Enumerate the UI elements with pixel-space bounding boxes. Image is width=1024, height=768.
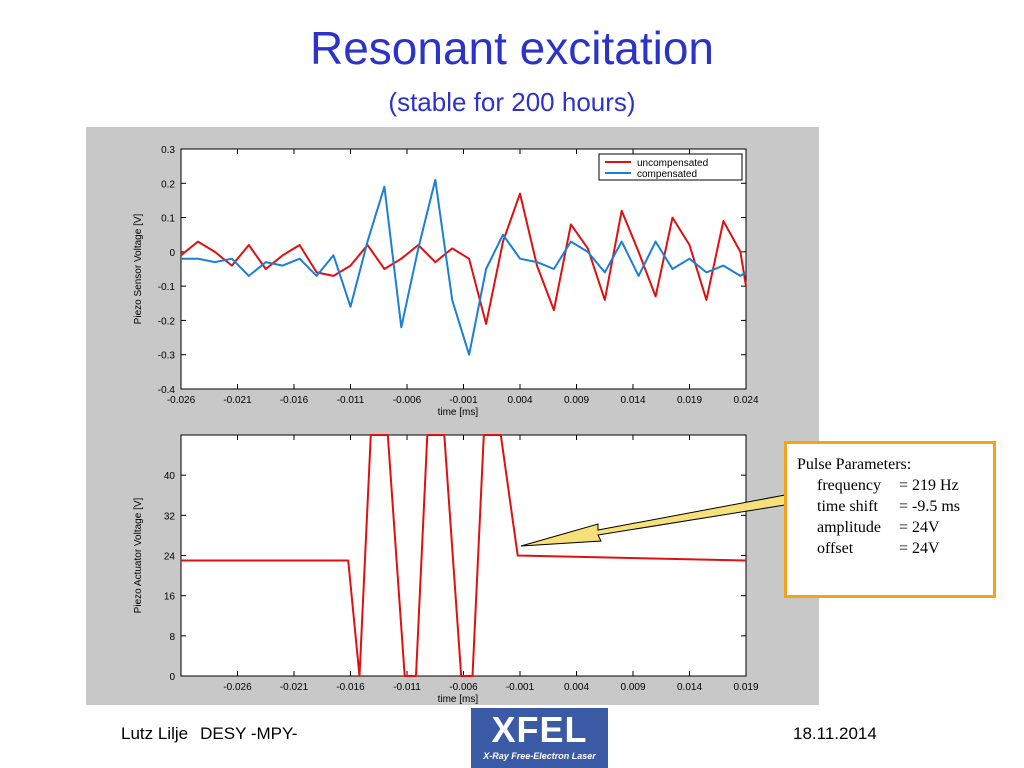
param-row: offset = 24V <box>797 538 993 559</box>
plot-area <box>180 434 747 677</box>
series-line-1 <box>180 192 747 325</box>
y-tick-label: -0.4 <box>158 385 176 396</box>
y-axis-label: Piezo Sensor Voltage [V] <box>133 213 144 324</box>
param-key: amplitude <box>817 519 881 536</box>
footer-date: 18.11.2014 <box>793 724 877 743</box>
param-row: amplitude = 24V <box>797 517 993 538</box>
y-tick-label: 8 <box>169 632 175 643</box>
x-tick-label: 0.024 <box>733 395 758 406</box>
x-tick-label: -0.026 <box>223 682 252 693</box>
x-tick-label: -0.006 <box>393 395 422 406</box>
x-tick-label: 0.009 <box>564 395 589 406</box>
param-row: time shift = -9.5 ms <box>797 496 993 517</box>
xfel-logo: XFEL X-Ray Free-Electron Laser <box>471 708 608 768</box>
x-tick-label: -0.021 <box>223 395 252 406</box>
series-line-2 <box>181 178 747 356</box>
param-value: = 219 Hz <box>899 477 959 494</box>
y-tick-label: -0.2 <box>158 316 176 327</box>
param-value: = 24V <box>899 540 940 557</box>
x-tick-label: -0.016 <box>336 682 365 693</box>
y-tick-label: 0 <box>169 248 175 259</box>
x-tick-label: 0.004 <box>507 395 532 406</box>
param-value: = -9.5 ms <box>899 498 961 515</box>
x-tick-label: -0.021 <box>280 682 309 693</box>
legend-box <box>598 153 743 181</box>
param-row: frequency = 219 Hz <box>797 475 993 496</box>
param-key: offset <box>817 540 854 557</box>
y-tick-label: 0.3 <box>161 145 175 156</box>
pulse-parameters-heading: Pulse Parameters: <box>797 456 912 473</box>
logo-text: XFEL <box>491 709 588 750</box>
x-tick-label: -0.011 <box>337 395 365 406</box>
param-key: time shift <box>817 498 878 515</box>
logo-subtext: X-Ray Free-Electron Laser <box>483 751 596 761</box>
plot-area <box>180 148 747 390</box>
x-tick-label: 0.019 <box>733 682 758 693</box>
legend-label: compensated <box>637 169 697 180</box>
y-tick-label: 32 <box>164 511 176 522</box>
x-tick-label: -0.001 <box>506 682 535 693</box>
legend-label: uncompensated <box>637 158 708 169</box>
y-tick-label: 0.1 <box>161 214 175 225</box>
x-tick-label: -0.001 <box>449 395 478 406</box>
footer-author: Lutz Lilje <box>121 724 189 743</box>
y-tick-label: -0.3 <box>158 351 176 362</box>
slide-title: Resonant excitation <box>309 22 715 74</box>
series-line-1 <box>181 434 747 677</box>
pulse-parameters-box: Pulse Parameters: frequency = 219 Hz time… <box>784 441 996 598</box>
x-tick-label: 0.014 <box>620 395 645 406</box>
y-tick-label: 24 <box>164 552 176 563</box>
param-key: frequency <box>817 477 881 494</box>
x-tick-label: -0.016 <box>280 395 309 406</box>
slide-subtitle: (stable for 200 hours) <box>388 87 636 117</box>
footer-left: Lutz Lilje DESY -MPY- <box>121 724 309 744</box>
callout-arrow <box>520 494 786 547</box>
y-tick-label: 0 <box>169 672 175 683</box>
x-tick-label: 0.009 <box>620 682 645 693</box>
y-tick-label: 40 <box>164 471 176 482</box>
x-tick-label: 0.004 <box>564 682 589 693</box>
footer-affiliation: DESY -MPY- <box>200 724 298 743</box>
x-tick-label: 0.019 <box>677 395 702 406</box>
y-axis-label: Piezo Actuator Voltage [V] <box>133 497 144 613</box>
x-tick-label: -0.011 <box>393 682 421 693</box>
x-tick-label: 0.014 <box>677 682 702 693</box>
param-value: = 24V <box>899 519 940 536</box>
x-tick-label: -0.006 <box>449 682 478 693</box>
y-tick-label: 0.2 <box>161 179 175 190</box>
x-axis-label: time [ms] <box>438 407 479 418</box>
y-tick-label: 16 <box>164 592 176 603</box>
x-tick-label: -0.026 <box>167 395 196 406</box>
x-axis-label: time [ms] <box>438 694 479 705</box>
y-tick-label: -0.1 <box>158 282 176 293</box>
